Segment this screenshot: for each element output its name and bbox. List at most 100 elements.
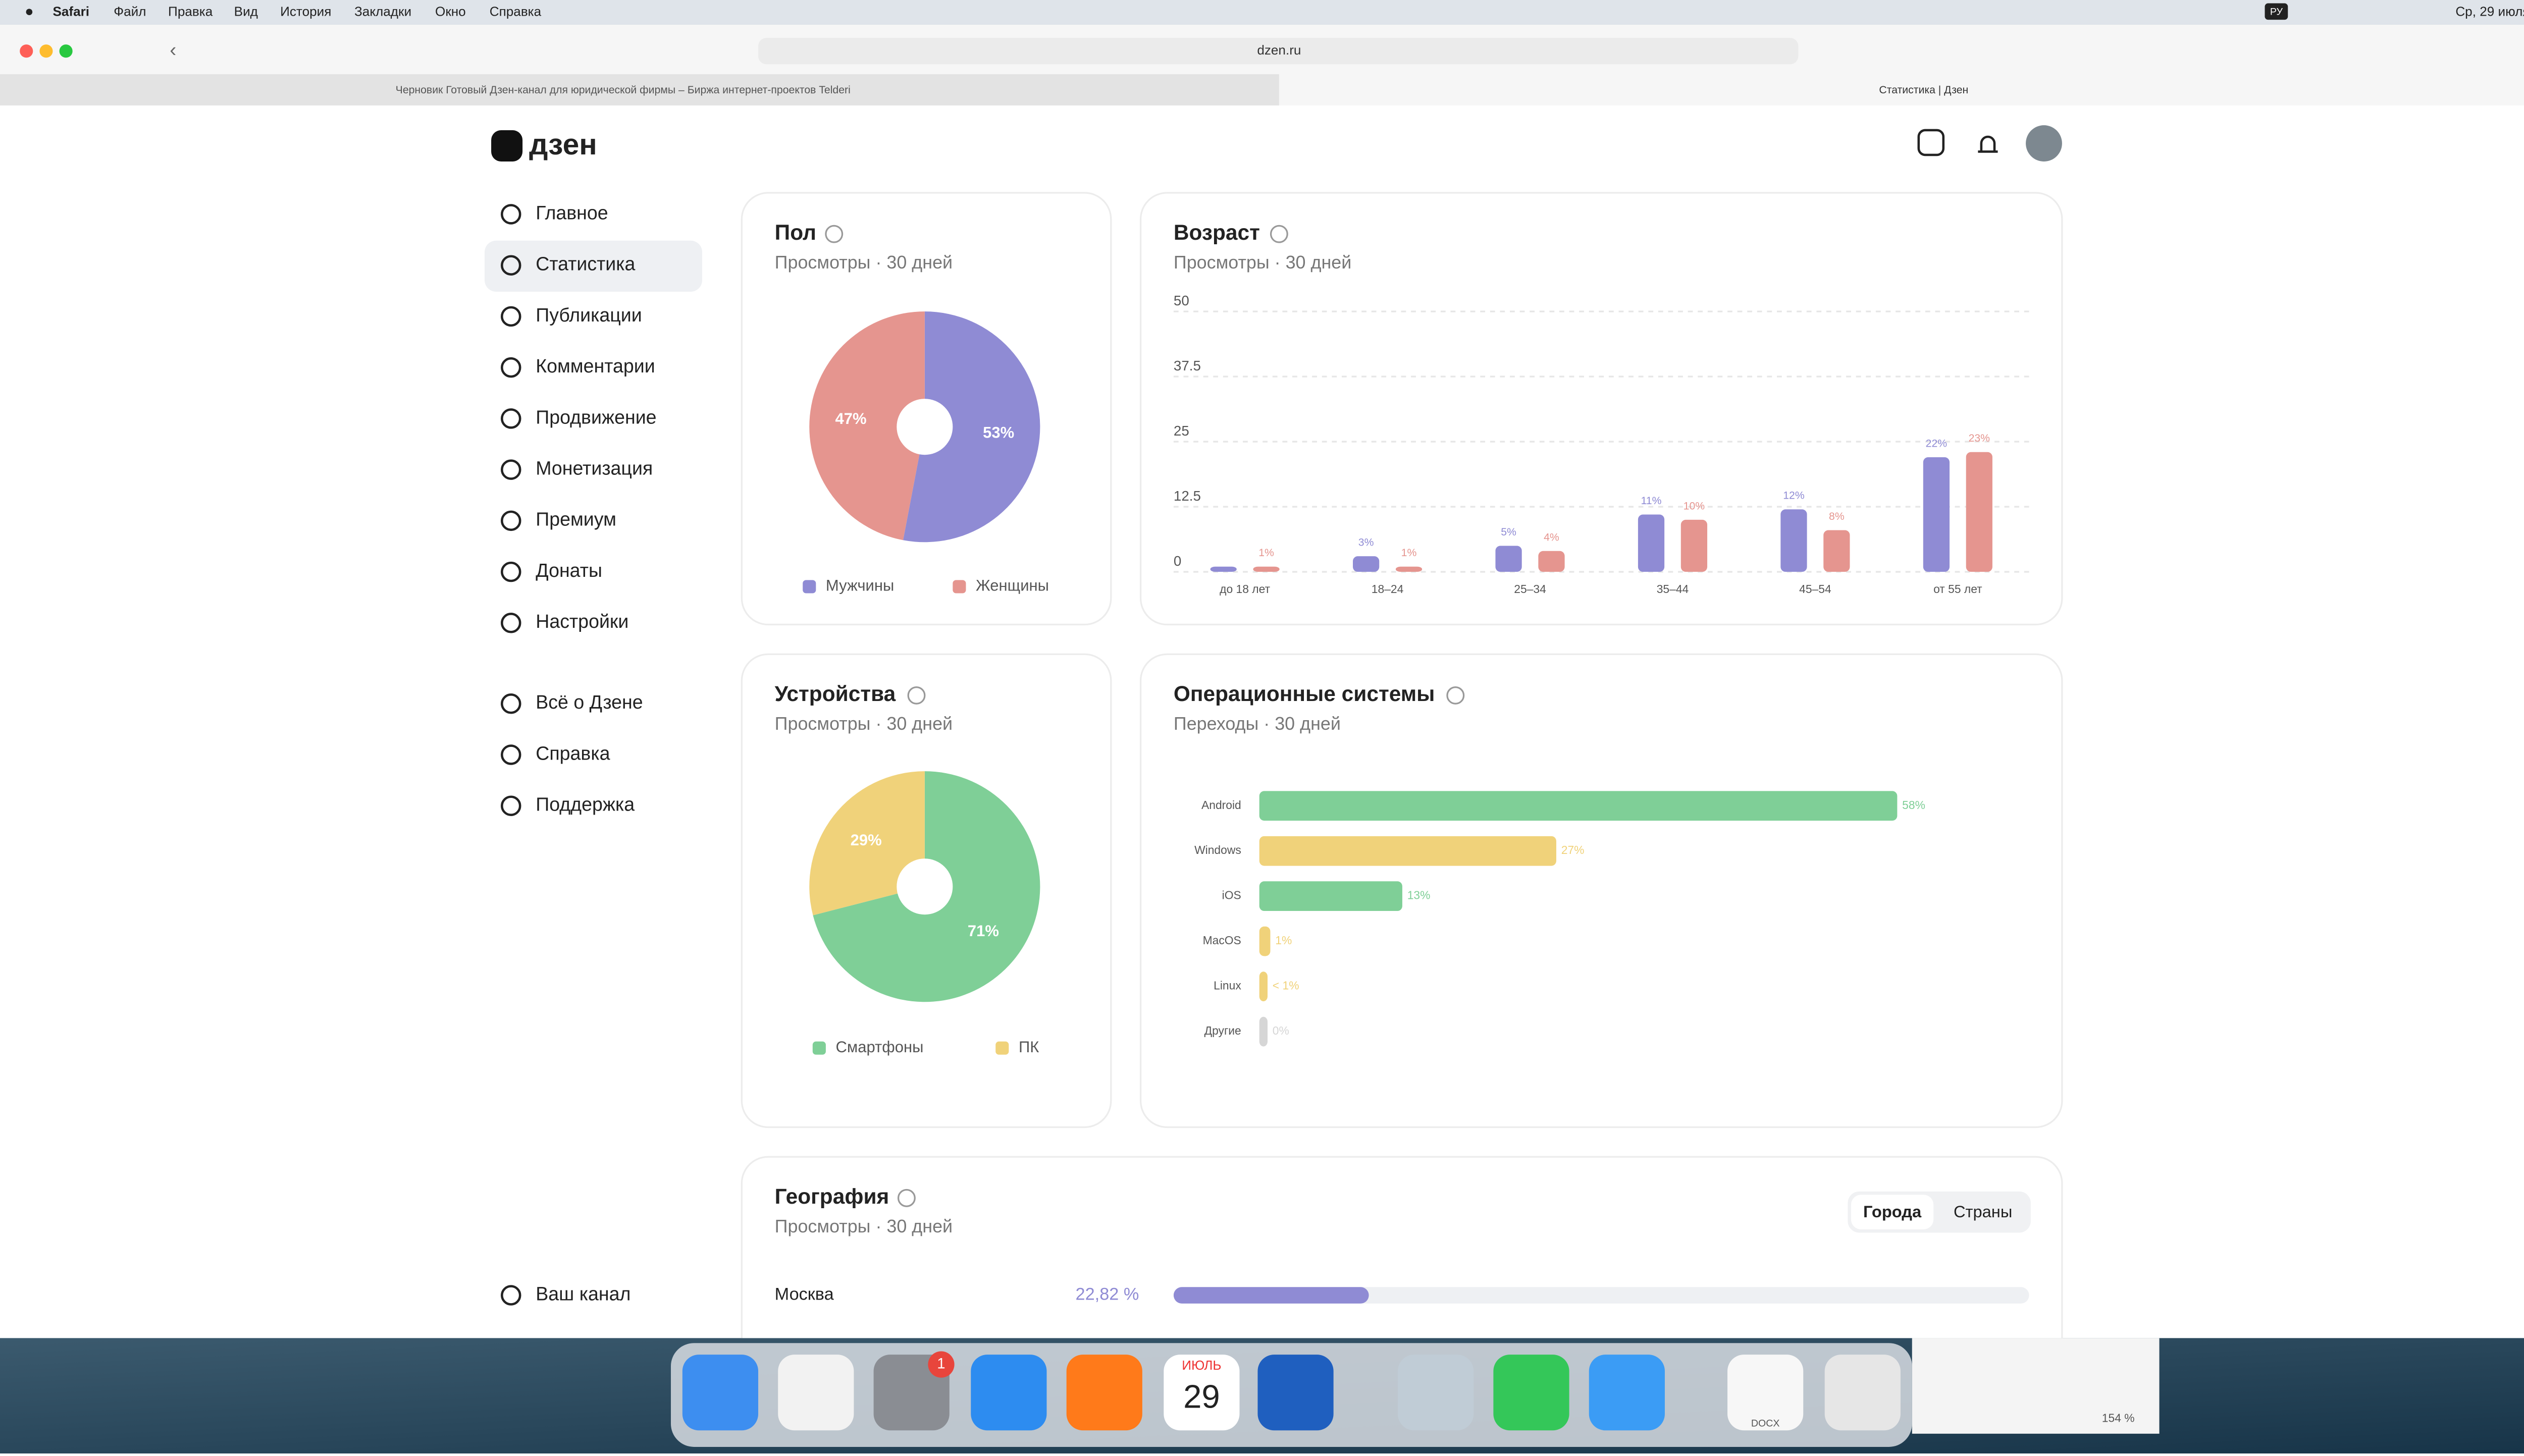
value-label: 58% <box>1902 798 1925 812</box>
dock-icon[interactable] <box>971 1355 1047 1431</box>
dock-icon[interactable] <box>1164 1355 1240 1431</box>
dock-icon[interactable] <box>1727 1355 1804 1431</box>
bar <box>1173 1287 1369 1304</box>
cal-month[interactable]: ИЮЛЬ <box>1182 1358 1221 1373</box>
nav-item[interactable]: Статистика <box>536 253 635 275</box>
bell[interactable] <box>1978 135 1998 153</box>
nav-item[interactable]: Комментарии <box>536 355 655 376</box>
cal-day[interactable]: 29 <box>1183 1378 1220 1415</box>
x-tick-label: 45–54 <box>1799 582 1831 596</box>
help[interactable] <box>897 1189 916 1207</box>
dock-icon[interactable] <box>1824 1355 1901 1431</box>
nav-icon[interactable] <box>501 1285 521 1306</box>
nav-icon[interactable] <box>501 459 521 480</box>
address-bar[interactable] <box>758 38 1799 65</box>
value-label: < 1% <box>1273 979 1299 992</box>
legend-label: ПК <box>1019 1038 1039 1056</box>
nav-item[interactable]: Донаты <box>536 560 602 581</box>
nav-icon[interactable] <box>501 357 521 378</box>
nav-icon[interactable] <box>501 795 521 816</box>
help[interactable] <box>907 686 926 705</box>
nav-icon[interactable] <box>501 693 521 714</box>
nav-icon[interactable] <box>501 255 521 276</box>
bar <box>1923 457 1950 572</box>
menu-item[interactable]: Справка <box>490 4 542 19</box>
geo-tab[interactable]: Города <box>1863 1202 1922 1221</box>
nav-item[interactable]: Главное <box>536 202 608 223</box>
back[interactable]: ‹ <box>170 39 176 61</box>
dock-icon[interactable] <box>778 1355 854 1431</box>
logo-icon[interactable] <box>491 130 523 161</box>
legend-swatch <box>803 580 816 594</box>
city-share: 22,82 % <box>1076 1285 1139 1304</box>
tab-active[interactable] <box>1851 1195 1934 1229</box>
add-button[interactable] <box>1917 129 1945 156</box>
dock-icon[interactable] <box>682 1355 759 1431</box>
bar <box>1259 791 1898 821</box>
y-tick-label: 25 <box>1174 423 1189 439</box>
badge <box>928 1351 955 1378</box>
nav-icon[interactable] <box>501 613 521 633</box>
nav-item[interactable]: Всё о Дзене <box>536 691 643 713</box>
nav-item[interactable]: Публикации <box>536 304 642 326</box>
dock-icon[interactable] <box>1257 1355 1334 1431</box>
doc-label[interactable]: DOCX <box>1751 1418 1780 1429</box>
nav-icon[interactable] <box>501 408 521 429</box>
logo[interactable]: дзен <box>529 128 597 161</box>
help[interactable] <box>825 225 844 243</box>
url[interactable]: dzen.ru <box>1257 42 1301 58</box>
app-name[interactable]: Safari <box>52 4 89 19</box>
legend-label: Смартфоны <box>836 1038 924 1056</box>
nav-icon[interactable] <box>501 306 521 327</box>
zoom[interactable] <box>59 44 73 58</box>
menu-item[interactable]: Окно <box>435 4 466 19</box>
lang-box[interactable] <box>2265 3 2288 20</box>
menu-item[interactable]: Вид <box>234 4 258 19</box>
dock-icon[interactable] <box>1066 1355 1142 1431</box>
geo-tab[interactable]: Страны <box>1954 1202 2012 1221</box>
help[interactable] <box>1270 225 1288 243</box>
close[interactable] <box>20 44 33 58</box>
zoom-level: 154 % <box>2102 1411 2135 1424</box>
dock-icon[interactable] <box>1589 1355 1665 1431</box>
dock-icon[interactable] <box>1493 1355 1569 1431</box>
tab[interactable]: Статистика | Дзен <box>1879 84 1968 96</box>
nav-item[interactable]: Настройки <box>536 611 628 632</box>
nav-item[interactable]: Справка <box>536 742 610 764</box>
nav-icon[interactable] <box>501 561 521 582</box>
menu-item[interactable]: История <box>280 4 331 19</box>
value-label: 10% <box>1684 500 1705 512</box>
menu-item[interactable]: Правка <box>168 4 213 19</box>
card-title: Операционные системы <box>1174 682 1435 706</box>
dock-icon[interactable] <box>1397 1355 1474 1431</box>
nav-item[interactable]: Ваш канал <box>536 1283 630 1304</box>
nav-icon[interactable] <box>501 744 521 765</box>
menu-item[interactable]: Файл <box>114 4 146 19</box>
nav-icon[interactable] <box>501 204 521 225</box>
bar <box>1538 551 1565 572</box>
minimize[interactable] <box>39 44 53 58</box>
menu-item[interactable]: Закладки <box>354 4 411 19</box>
card-title: География <box>775 1184 889 1208</box>
active-tab[interactable] <box>1279 74 2524 105</box>
nav-item[interactable]: Премиум <box>536 509 616 530</box>
nav-item[interactable]: Монетизация <box>536 458 653 479</box>
os-name: Android <box>1201 798 1241 812</box>
x-tick-label: 25–34 <box>1514 582 1546 596</box>
nav-item[interactable]: Продвижение <box>536 406 656 427</box>
help[interactable] <box>1446 686 1465 705</box>
slice-label: 71% <box>968 922 999 940</box>
tab[interactable]: Черновик Готовый Дзен-канал для юридичес… <box>396 84 851 96</box>
lang[interactable]: РУ <box>2270 7 2283 18</box>
avatar[interactable] <box>2026 125 2062 161</box>
track <box>1173 1287 2029 1304</box>
x-tick-label: до 18 лет <box>1220 582 1270 596</box>
card <box>1139 192 2063 626</box>
nav-icon[interactable] <box>501 510 521 531</box>
clock: Ср, 29 июля 21:32 <box>2455 4 2524 19</box>
card <box>1139 653 2063 1128</box>
nav-item[interactable]: Поддержка <box>536 794 635 815</box>
dock-icon[interactable] <box>873 1355 950 1431</box>
